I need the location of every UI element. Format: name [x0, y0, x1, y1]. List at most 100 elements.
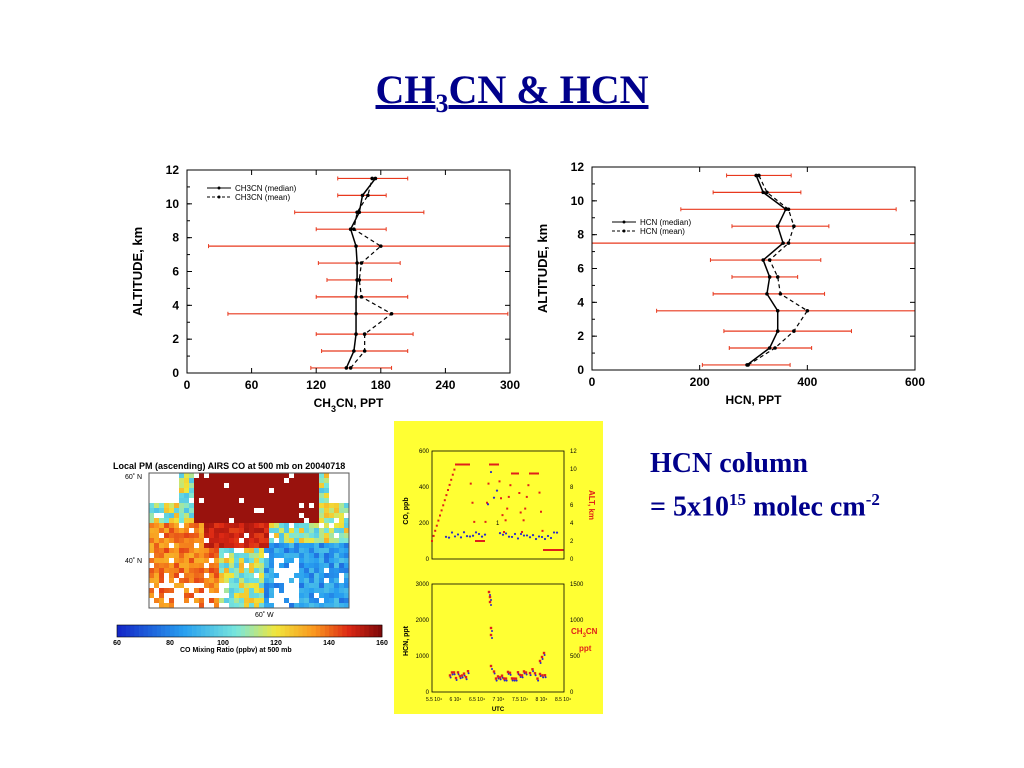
co-point — [552, 531, 556, 534]
ch3cn-point — [538, 659, 542, 663]
ch3cn-point — [496, 675, 500, 678]
data-point — [354, 295, 358, 299]
hcn-tick-label: 0 — [426, 690, 430, 696]
data-point — [792, 224, 796, 229]
hcn-point — [534, 674, 537, 677]
hcn-point — [449, 676, 452, 679]
co-point — [465, 535, 469, 538]
map-title: Local PM (ascending) AIRS CO at 500 mb o… — [113, 461, 345, 471]
alt-point — [440, 509, 443, 512]
y-tick-label: 0 — [172, 366, 179, 380]
alt-point — [555, 549, 558, 551]
ch3cn-point — [520, 674, 524, 677]
data-point — [360, 193, 365, 198]
ch3cn-point — [489, 633, 493, 637]
hcn-tick-label: 2000 — [416, 618, 430, 624]
co-point — [546, 534, 550, 538]
alt-point — [507, 495, 510, 498]
alt-point — [515, 472, 518, 475]
legend-entry: HCN (mean) — [640, 227, 685, 236]
hcn-point — [461, 676, 464, 679]
alt-point — [476, 540, 479, 542]
co-point — [519, 532, 523, 536]
alt-point — [473, 520, 476, 523]
alt-point — [559, 549, 562, 551]
ch3cn-point — [494, 677, 498, 680]
co-point — [534, 537, 538, 541]
map-lon: 60˚ W — [255, 611, 274, 619]
hcn-point — [493, 672, 496, 675]
ch3cn-point — [524, 671, 528, 674]
alt-tick-label: 6 — [570, 503, 574, 509]
plot-frame — [591, 166, 916, 371]
alt-point — [455, 463, 457, 466]
alt-point — [511, 472, 513, 475]
utc-tick-label: 6 10⁴ — [450, 697, 462, 703]
ch3cn-point — [508, 671, 512, 675]
alt-point — [497, 463, 499, 466]
co-point — [495, 489, 499, 492]
alt-point — [527, 484, 530, 487]
ch3cn-point — [487, 590, 491, 594]
ch3cn-point — [518, 673, 522, 677]
data-point — [352, 227, 356, 232]
alt-point — [506, 507, 509, 510]
legend-entry: CH3CN (mean) — [235, 193, 290, 202]
ch3cn-point — [450, 671, 454, 674]
alt-point — [478, 540, 481, 542]
hcn-point — [490, 604, 492, 606]
data-point — [389, 311, 394, 316]
data-point — [348, 366, 353, 370]
colorbar — [116, 624, 383, 638]
colorbar-frame — [116, 624, 383, 638]
alt-point — [540, 510, 542, 513]
data-point — [757, 173, 761, 178]
data-point — [767, 346, 772, 350]
alt-point — [464, 463, 467, 466]
hcn-point — [465, 678, 468, 681]
hcn-column-line2: = 5x1015 molec cm-2 — [650, 490, 880, 523]
ch3cn-point — [462, 672, 466, 675]
slide-title: CH3CN & HCN — [375, 67, 649, 118]
ch3cn-point — [504, 677, 508, 680]
hcn-ylabel: HCN, ppt — [403, 625, 410, 656]
co-tick-label: 400 — [419, 485, 430, 491]
x-tick-label: 0 — [184, 378, 191, 392]
co-point — [447, 536, 451, 539]
y-axis-label: ALTITUDE, km — [130, 227, 145, 316]
alt-point — [443, 499, 446, 502]
co-point — [528, 536, 532, 539]
alt-point — [453, 468, 456, 471]
alt-point — [481, 540, 484, 542]
alt-point — [533, 472, 536, 475]
hcn-column-line1: HCN column — [650, 448, 808, 479]
data-point — [767, 275, 772, 279]
co-altitude-series — [431, 463, 564, 551]
hcn-point — [544, 676, 547, 679]
colorbar-tick-label: 60 — [113, 640, 121, 647]
co-point — [462, 531, 466, 534]
utc-tick-label: 8.5 10⁴ — [555, 697, 571, 703]
co-point — [483, 533, 487, 536]
hcn-point — [543, 654, 546, 656]
ch3cn-point — [458, 675, 462, 678]
data-point — [761, 190, 765, 195]
co-point — [540, 535, 544, 539]
co-tick-label: 200 — [419, 521, 430, 527]
data-point — [359, 261, 364, 265]
hcn-point — [451, 673, 454, 676]
hcn-point — [537, 679, 540, 682]
utc-tick-label: 7 10⁴ — [493, 697, 505, 703]
alt-point — [469, 482, 472, 485]
utc-xlabel: UTC — [492, 707, 505, 713]
y-tick-label: 6 — [577, 262, 584, 276]
hcn-point — [539, 674, 542, 677]
series-line — [747, 175, 809, 366]
ch3cn-point — [536, 677, 539, 680]
alt-point — [456, 463, 459, 466]
data-point — [778, 292, 783, 296]
ch3cn-tick-label: 500 — [570, 654, 581, 660]
hcn-point — [541, 658, 544, 660]
utc-tick-label: 6.5 10⁴ — [469, 697, 485, 703]
series-line — [746, 175, 787, 366]
